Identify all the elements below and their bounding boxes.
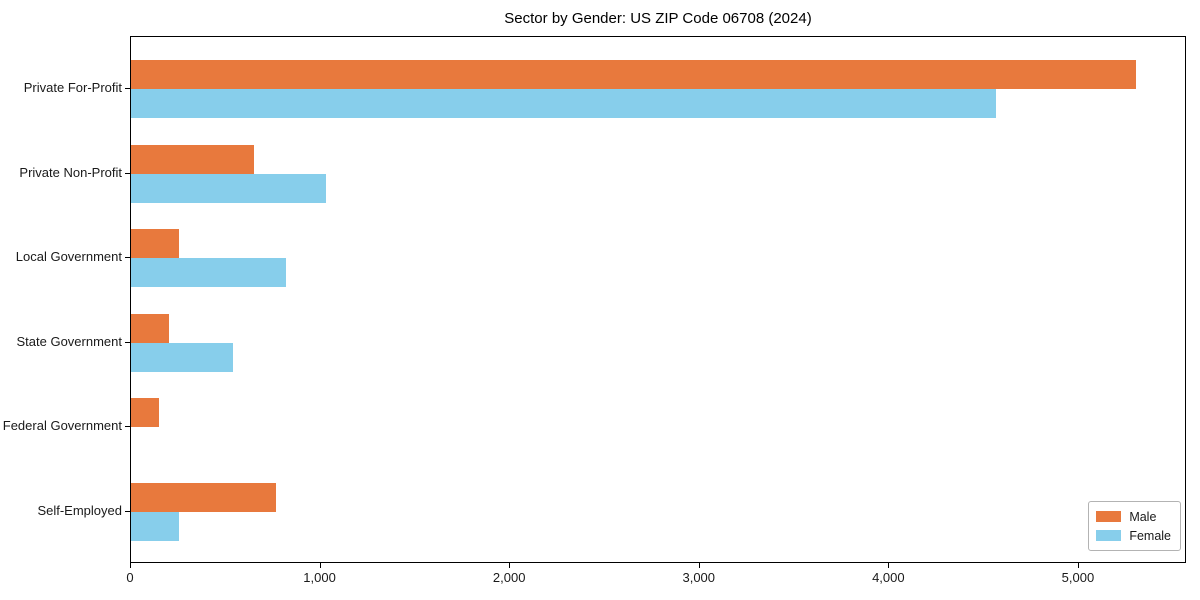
y-tick-mark xyxy=(125,341,130,343)
y-tick-label: Local Government xyxy=(15,249,122,265)
y-tick-label: Federal Government xyxy=(2,418,122,434)
x-tick-label: 2,000 xyxy=(492,570,526,585)
y-tick-mark xyxy=(125,257,130,259)
legend: Male Female xyxy=(1088,501,1181,551)
x-tick-mark xyxy=(130,563,131,568)
x-tick-label: 3,000 xyxy=(682,570,716,585)
bar-female-1 xyxy=(131,89,996,119)
chart-title: Sector by Gender: US ZIP Code 06708 (202… xyxy=(504,10,812,27)
bar-female-6 xyxy=(131,511,179,541)
bar-male-4 xyxy=(131,313,169,343)
bar-male-1 xyxy=(131,60,1136,90)
y-tick-label: State Government xyxy=(16,333,123,349)
x-tick-mark xyxy=(1077,563,1079,568)
legend-swatch-male xyxy=(1096,511,1122,522)
y-tick-mark xyxy=(125,426,130,428)
bar-male-2 xyxy=(131,144,254,174)
y-tick-mark xyxy=(125,88,130,90)
plot-area: Male Female xyxy=(130,36,1186,563)
bar-female-4 xyxy=(131,342,233,372)
y-tick-label: Private Non-Profit xyxy=(19,164,122,180)
x-tick-mark xyxy=(698,563,700,568)
x-tick-label: 0 xyxy=(126,570,134,585)
x-tick-label: 5,000 xyxy=(1061,570,1095,585)
bar-male-5 xyxy=(131,398,159,428)
legend-item-male: Male xyxy=(1096,507,1171,526)
legend-label-male: Male xyxy=(1129,509,1157,524)
legend-swatch-female xyxy=(1096,530,1122,541)
y-tick-mark xyxy=(125,172,130,174)
y-tick-label: Self-Employed xyxy=(37,502,122,518)
legend-label-female: Female xyxy=(1129,528,1171,543)
x-tick-mark xyxy=(319,563,321,568)
x-tick-label: 1,000 xyxy=(303,570,336,585)
legend-item-female: Female xyxy=(1096,526,1171,545)
x-tick-mark xyxy=(509,563,511,568)
bar-male-6 xyxy=(131,482,276,512)
y-tick-label: Private For-Profit xyxy=(23,80,122,96)
y-tick-mark xyxy=(125,510,130,512)
bar-female-2 xyxy=(131,173,326,203)
bar-female-3 xyxy=(131,258,286,288)
x-tick-label: 4,000 xyxy=(872,570,905,585)
bar-male-3 xyxy=(131,229,179,259)
x-tick-mark xyxy=(888,563,890,568)
